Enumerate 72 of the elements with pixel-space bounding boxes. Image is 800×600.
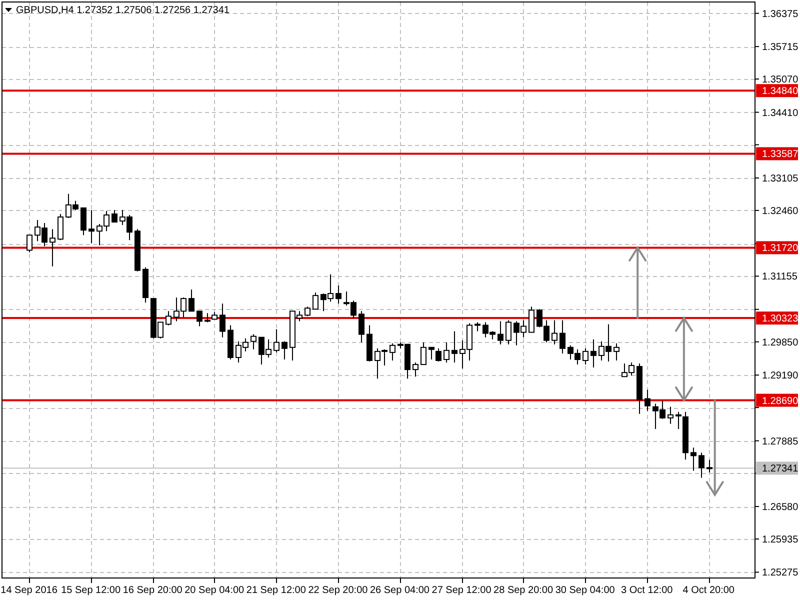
candlestick xyxy=(444,342,450,364)
candlestick xyxy=(498,320,504,345)
chart-title: GBPUSD,H4 1.27352 1.27506 1.27256 1.27341 xyxy=(16,5,230,16)
ref-line-label: 1.27341 xyxy=(762,464,799,475)
ref-line-label: 1.31720 xyxy=(762,243,799,254)
y-tick-label: 1.35715 xyxy=(762,42,799,54)
candlestick xyxy=(436,348,442,362)
candlestick xyxy=(80,207,86,236)
y-tick-label: 1.25275 xyxy=(762,568,799,579)
x-tick-label: 27 Sep 12:00 xyxy=(432,585,492,596)
x-tick-label: 22 Sep 20:00 xyxy=(308,585,368,596)
candlestick xyxy=(412,362,418,378)
candlestick xyxy=(452,330,458,364)
candlestick xyxy=(336,284,342,304)
y-tick-label: 1.26580 xyxy=(762,502,799,514)
candlestick xyxy=(668,406,674,424)
candlestick xyxy=(58,213,64,241)
x-tick-label: 3 Oct 12:00 xyxy=(621,585,674,596)
y-tick-label: 1.25935 xyxy=(762,534,799,546)
candlestick xyxy=(690,447,696,472)
y-tick-label: 1.31155 xyxy=(762,272,798,283)
candlestick xyxy=(582,348,588,366)
y-tick-label: 1.32460 xyxy=(762,206,799,217)
x-tick-label: 15 Sep 12:00 xyxy=(61,585,121,596)
candlestick xyxy=(614,342,620,361)
candlestick xyxy=(560,320,566,354)
candlestick xyxy=(204,312,210,323)
y-tick-label: 1.36375 xyxy=(762,8,799,20)
candlestick xyxy=(590,338,596,368)
x-tick-label: 20 Sep 04:00 xyxy=(184,585,245,596)
candlestick xyxy=(26,234,32,253)
candlestick xyxy=(88,209,94,244)
candlestick xyxy=(250,334,256,350)
candlestick xyxy=(552,320,558,345)
candlestick xyxy=(220,303,226,338)
x-tick-label: 28 Sep 20:00 xyxy=(494,585,554,596)
candlestick xyxy=(644,389,650,412)
y-tick-label: 1.27885 xyxy=(762,436,799,448)
candlestick xyxy=(166,310,172,326)
x-tick-label: 16 Sep 20:00 xyxy=(122,585,183,596)
candlestick xyxy=(188,288,194,312)
y-tick-label: 1.34410 xyxy=(762,108,799,119)
candlestick xyxy=(112,209,118,223)
x-tick-label: 21 Sep 12:00 xyxy=(246,585,306,596)
x-tick-label: 14 Sep 2016 xyxy=(0,585,58,596)
x-tick-label: 4 Oct 20:00 xyxy=(682,585,735,596)
ref-line-label: 1.33587 xyxy=(762,149,799,160)
candlestick xyxy=(706,459,712,473)
candlestick xyxy=(196,310,202,327)
candlestick xyxy=(506,320,512,345)
candlestick xyxy=(274,328,280,353)
candlestick xyxy=(474,322,480,332)
ref-line-label: 1.34840 xyxy=(762,86,799,98)
candlestick xyxy=(390,342,396,361)
candlestick xyxy=(676,411,682,430)
candlestick xyxy=(528,306,534,333)
candlestick xyxy=(420,342,426,366)
y-tick-label: 1.33105 xyxy=(762,173,799,184)
ref-line-label: 1.30323 xyxy=(762,314,799,325)
x-tick-label: 30 Sep 04:00 xyxy=(555,585,616,596)
x-tick-label: 26 Sep 04:00 xyxy=(370,585,430,596)
candlestick xyxy=(312,292,318,310)
candlestick xyxy=(428,346,434,360)
candlestick xyxy=(698,452,704,478)
candlestick xyxy=(50,228,56,267)
y-tick-label: 1.29190 xyxy=(762,370,799,382)
candlestick xyxy=(358,310,364,343)
ref-line-label: 1.28690 xyxy=(762,396,799,407)
y-tick-label: 1.35070 xyxy=(762,74,799,86)
y-tick-label: 1.29850 xyxy=(762,337,799,348)
candlestick xyxy=(304,306,310,317)
candlestick xyxy=(282,340,288,360)
